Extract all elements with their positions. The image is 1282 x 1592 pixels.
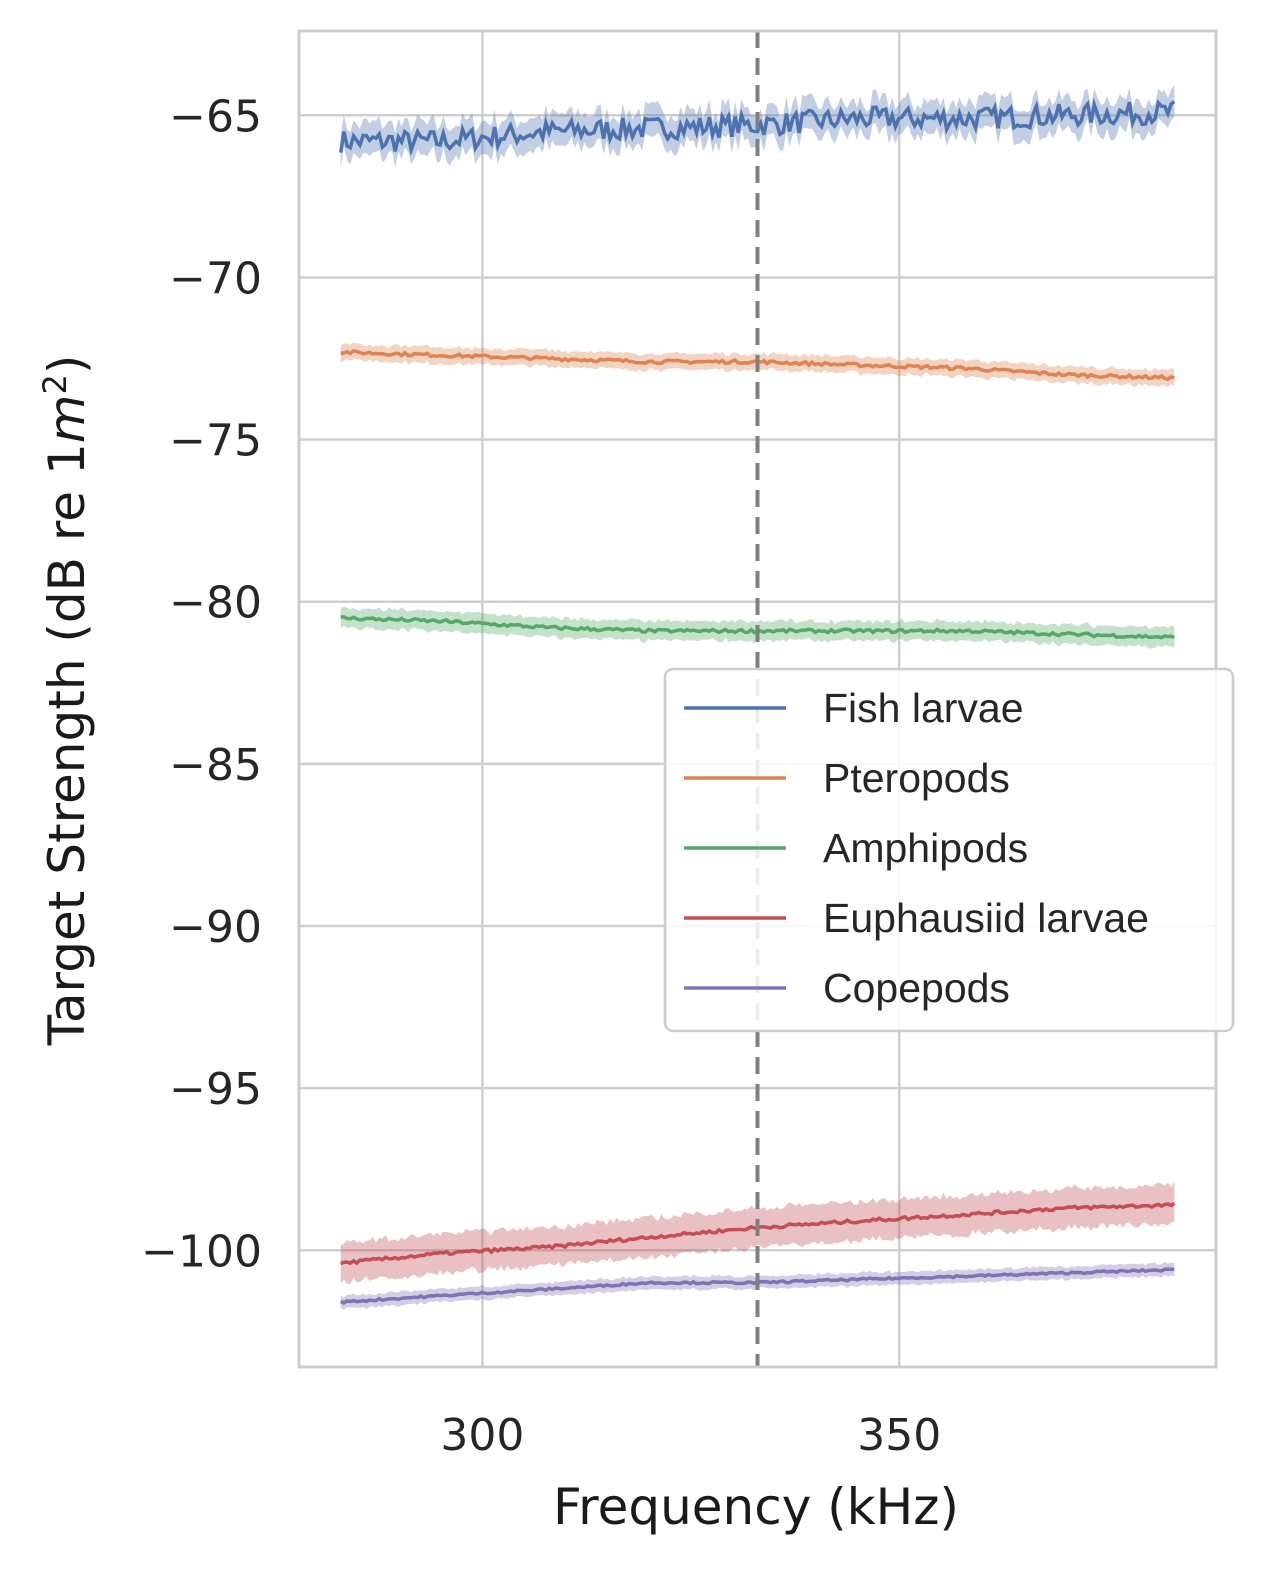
tick-labels: 300 350 −65 −70 −75 −80 −85 −90 −95 −100	[141, 91, 941, 1461]
legend-label: Euphausiid larvae	[823, 895, 1149, 941]
y-axis-label-main: Target Strength (dB re 1	[38, 443, 96, 1046]
y-tick-label: −65	[169, 91, 262, 142]
x-tick-label: 300	[440, 1410, 524, 1461]
y-axis-label: Target Strength (dB re 1m2)	[36, 355, 96, 1047]
legend: Fish larvae Pteropods Amphipods Euphausiid …	[663, 667, 1235, 1033]
y-tick-label: −95	[169, 1064, 262, 1115]
legend-item: Fish larvae	[684, 685, 1024, 731]
y-tick-label: −85	[169, 740, 262, 791]
y-tick-label: −80	[169, 578, 262, 629]
legend-box	[663, 667, 1235, 1033]
legend-item: Pteropods	[684, 755, 1010, 801]
x-tick-label: 350	[857, 1410, 941, 1461]
y-axis-label-var: m	[38, 395, 96, 444]
y-tick-label: −70	[169, 253, 262, 304]
legend-label: Fish larvae	[823, 685, 1024, 731]
legend-label: Pteropods	[823, 755, 1010, 801]
y-tick-label: −100	[141, 1226, 262, 1277]
x-axis-label: Frequency (kHz)	[553, 1478, 959, 1536]
legend-label: Copepods	[823, 965, 1010, 1011]
legend-item: Euphausiid larvae	[684, 895, 1149, 941]
legend-item: Amphipods	[684, 825, 1028, 871]
y-tick-label: −75	[169, 416, 262, 467]
y-axis-label-sup: 2	[36, 374, 74, 394]
legend-item: Copepods	[684, 965, 1010, 1011]
y-tick-label: −90	[169, 902, 262, 953]
series-line	[338, 97, 1176, 157]
legend-label: Amphipods	[823, 825, 1028, 871]
y-axis-label-end: )	[38, 355, 96, 375]
